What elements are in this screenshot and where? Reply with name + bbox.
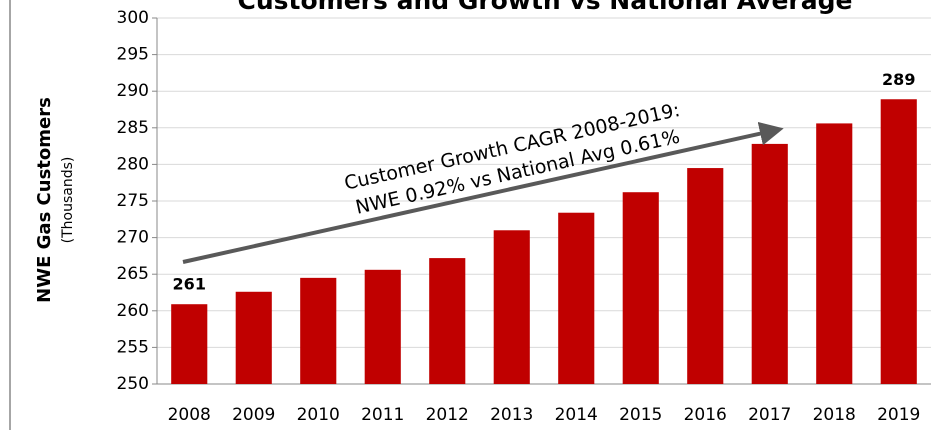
bar <box>880 99 917 384</box>
bar <box>687 168 724 384</box>
x-tick-label: 2015 <box>619 405 662 425</box>
y-tick-label: 260 <box>117 301 149 321</box>
x-tick-label: 2018 <box>813 405 856 425</box>
x-tick-label: 2012 <box>426 405 469 425</box>
y-axis-sublabel: (Thousands) <box>60 157 76 244</box>
y-tick-label: 280 <box>117 154 149 174</box>
value-label: 289 <box>882 70 915 89</box>
value-label: 261 <box>173 275 206 294</box>
bar <box>235 291 272 384</box>
x-tick-label: 2014 <box>555 405 598 425</box>
x-tick-label: 2017 <box>748 405 791 425</box>
y-tick-label: 270 <box>117 228 149 248</box>
x-tick-label: 2010 <box>297 405 340 425</box>
x-tick-label: 2013 <box>490 405 533 425</box>
annotation-arrow <box>182 121 784 264</box>
x-tick-label: 2009 <box>232 405 275 425</box>
x-tick-label: 2011 <box>361 405 404 425</box>
bar <box>429 258 466 384</box>
y-tick-label: 285 <box>117 118 149 138</box>
y-tick-label: 265 <box>117 264 149 284</box>
bar <box>493 230 530 384</box>
bar <box>816 123 853 385</box>
bar <box>622 192 659 384</box>
chart-title: Customers and Growth vs National Average <box>238 0 853 15</box>
bar <box>364 269 401 384</box>
y-tick-label: 250 <box>117 374 149 394</box>
y-tick-label: 255 <box>117 337 149 357</box>
y-tick-label: 300 <box>117 8 149 28</box>
y-axis-label: NWE Gas Customers <box>34 97 55 303</box>
x-tick-label: 2016 <box>684 405 727 425</box>
x-tick-label: 2019 <box>877 405 920 425</box>
y-tick-label: 295 <box>117 45 149 65</box>
bar <box>300 277 337 384</box>
bar <box>751 143 788 384</box>
y-tick-label: 290 <box>117 81 149 101</box>
bar <box>171 304 208 384</box>
x-tick-label: 2008 <box>168 405 211 425</box>
bar <box>558 212 595 384</box>
y-tick-label: 275 <box>117 191 149 211</box>
